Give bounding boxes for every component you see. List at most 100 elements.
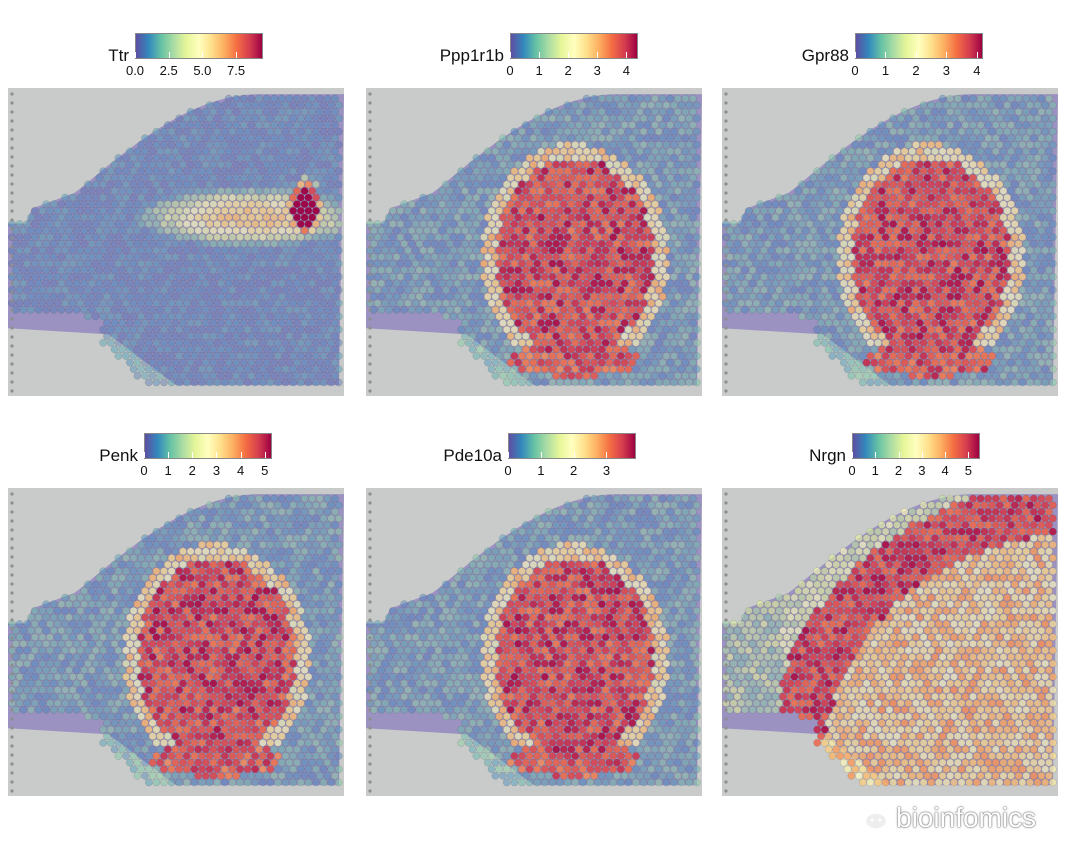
spot <box>938 266 947 274</box>
spot <box>304 299 313 307</box>
spot <box>685 114 694 123</box>
spot <box>976 187 985 195</box>
spot <box>472 180 481 189</box>
colorbar-tick <box>216 452 218 458</box>
spot <box>896 378 905 387</box>
spot <box>213 325 221 334</box>
spot <box>950 325 958 334</box>
spot <box>961 345 970 354</box>
spot <box>938 121 947 129</box>
spot <box>692 193 701 202</box>
spot <box>91 299 100 307</box>
spot <box>556 154 564 162</box>
spot <box>186 121 195 129</box>
spot <box>293 560 301 569</box>
spot <box>449 259 458 268</box>
spot <box>961 319 970 327</box>
spot <box>296 272 305 281</box>
spot <box>137 312 145 321</box>
spot <box>381 286 390 294</box>
spot <box>995 180 1004 189</box>
spot <box>896 325 905 334</box>
spot <box>991 174 1000 182</box>
spot <box>616 167 625 175</box>
spot <box>628 239 637 248</box>
spot <box>651 200 659 208</box>
fiducial-marker <box>10 290 14 294</box>
fiducial-marker <box>368 119 372 123</box>
spot <box>179 213 187 222</box>
spot <box>995 246 1004 255</box>
spot <box>465 180 473 189</box>
spot <box>586 114 595 123</box>
spot <box>411 272 420 281</box>
spot <box>1026 378 1034 387</box>
spot <box>586 193 595 202</box>
spot <box>953 213 962 222</box>
spot <box>912 259 920 268</box>
spot <box>53 246 62 255</box>
spot <box>877 292 886 301</box>
spot <box>175 580 183 589</box>
spot <box>1010 167 1019 175</box>
spot <box>798 220 806 228</box>
spot <box>251 338 259 347</box>
spot <box>609 167 617 175</box>
spot <box>1048 154 1057 162</box>
spot <box>304 233 313 241</box>
spot <box>537 319 545 327</box>
spot <box>285 319 294 327</box>
spot <box>620 305 629 314</box>
spot <box>677 193 686 202</box>
spot <box>870 134 878 143</box>
spot <box>163 226 172 235</box>
spot <box>1033 180 1042 189</box>
spot <box>327 193 336 202</box>
spot <box>881 233 890 241</box>
spot <box>685 352 694 360</box>
spot <box>980 286 989 294</box>
spot <box>107 167 115 175</box>
spot <box>255 574 263 582</box>
spot <box>673 174 682 182</box>
spot <box>201 534 210 543</box>
spot <box>635 147 644 156</box>
spot <box>809 226 818 235</box>
spot <box>741 266 749 274</box>
spot <box>331 574 339 582</box>
spot <box>315 94 324 103</box>
spot <box>331 547 339 556</box>
spot <box>243 167 252 175</box>
spot <box>821 180 829 189</box>
spot <box>449 193 458 202</box>
spot <box>506 213 515 222</box>
spot <box>938 200 947 208</box>
spot <box>510 286 519 294</box>
spot <box>88 292 96 301</box>
spot <box>881 338 890 347</box>
spot <box>666 174 675 182</box>
spot <box>851 299 859 307</box>
spot <box>312 338 320 347</box>
spot <box>190 312 199 321</box>
spot <box>281 233 290 241</box>
spot <box>285 266 294 274</box>
spot <box>331 371 339 380</box>
spot <box>605 200 614 208</box>
spot <box>293 107 301 116</box>
spot <box>385 305 393 314</box>
spot <box>126 547 134 556</box>
spot <box>277 358 286 367</box>
spot <box>1033 233 1042 241</box>
spot <box>1007 160 1015 169</box>
spot <box>1029 239 1038 248</box>
spot <box>666 332 675 340</box>
spot <box>673 160 682 169</box>
spot <box>813 259 821 268</box>
spot <box>236 101 244 110</box>
spot <box>957 207 966 215</box>
spot <box>370 226 378 235</box>
spot <box>537 174 545 182</box>
spot <box>118 292 126 301</box>
spot <box>1003 207 1012 215</box>
